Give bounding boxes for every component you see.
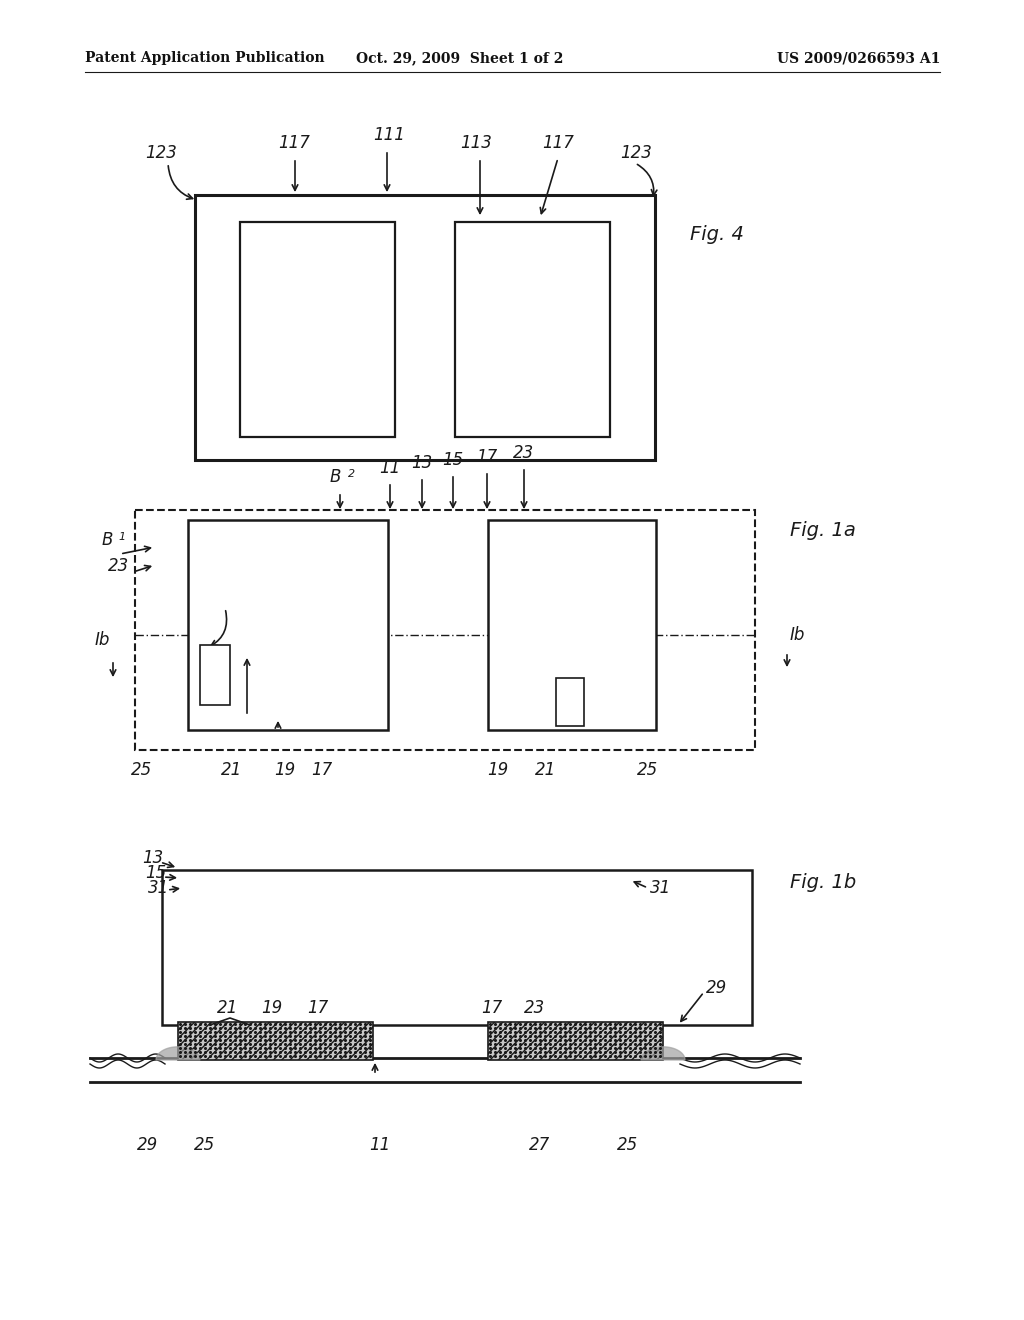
Bar — [488, 520, 656, 730]
Text: 17: 17 — [476, 447, 498, 466]
Text: 23: 23 — [524, 999, 546, 1016]
Bar — [200, 645, 230, 705]
Bar — [188, 520, 388, 730]
Polygon shape — [641, 1047, 685, 1060]
Bar — [178, 1022, 373, 1060]
Text: 1: 1 — [118, 532, 125, 543]
Text: 111: 111 — [373, 125, 404, 144]
Text: 21: 21 — [221, 762, 243, 779]
Text: 29: 29 — [706, 979, 727, 997]
Text: 117: 117 — [278, 135, 310, 152]
Text: 31: 31 — [650, 879, 672, 898]
Text: 113: 113 — [460, 135, 492, 152]
Text: 27: 27 — [529, 1137, 551, 1154]
Text: 13: 13 — [142, 849, 163, 867]
Text: Fig. 1b: Fig. 1b — [790, 873, 856, 891]
Text: 17: 17 — [307, 999, 329, 1016]
Text: 117: 117 — [542, 135, 573, 152]
Text: US 2009/0266593 A1: US 2009/0266593 A1 — [776, 51, 940, 65]
Text: 25: 25 — [131, 762, 153, 779]
Text: Ib: Ib — [790, 626, 805, 644]
Text: 15: 15 — [145, 865, 166, 882]
Text: 25: 25 — [195, 1137, 216, 1154]
Text: 2: 2 — [348, 469, 355, 479]
Text: 19: 19 — [274, 762, 296, 779]
Text: 123: 123 — [145, 144, 177, 162]
Bar — [455, 222, 610, 437]
Text: 19: 19 — [487, 762, 509, 779]
Text: Fig. 4: Fig. 4 — [690, 226, 743, 244]
Text: 19: 19 — [261, 999, 283, 1016]
Text: 123: 123 — [620, 144, 652, 162]
Text: B: B — [330, 469, 341, 486]
Text: 13: 13 — [412, 454, 432, 473]
Text: Ib: Ib — [95, 631, 111, 649]
Bar — [162, 870, 752, 1026]
Text: Oct. 29, 2009  Sheet 1 of 2: Oct. 29, 2009 Sheet 1 of 2 — [356, 51, 563, 65]
Text: 11: 11 — [370, 1137, 390, 1154]
Text: 17: 17 — [311, 762, 333, 779]
Text: 21: 21 — [217, 999, 239, 1016]
Text: Fig. 1a: Fig. 1a — [790, 520, 856, 540]
Text: 31: 31 — [148, 879, 169, 898]
Text: 23: 23 — [513, 444, 535, 462]
Text: 17: 17 — [481, 999, 503, 1016]
Polygon shape — [156, 1047, 200, 1060]
Text: 23: 23 — [108, 557, 129, 576]
Text: 15: 15 — [442, 451, 464, 469]
Text: 29: 29 — [137, 1137, 159, 1154]
Text: 11: 11 — [379, 459, 400, 477]
Text: B: B — [102, 531, 114, 549]
Bar — [488, 1022, 663, 1060]
Text: 21: 21 — [536, 762, 557, 779]
Text: Patent Application Publication: Patent Application Publication — [85, 51, 325, 65]
Bar — [135, 510, 755, 750]
Bar — [556, 678, 584, 726]
Text: 25: 25 — [637, 762, 658, 779]
Bar — [195, 195, 655, 459]
Text: 25: 25 — [617, 1137, 639, 1154]
Bar — [240, 222, 395, 437]
